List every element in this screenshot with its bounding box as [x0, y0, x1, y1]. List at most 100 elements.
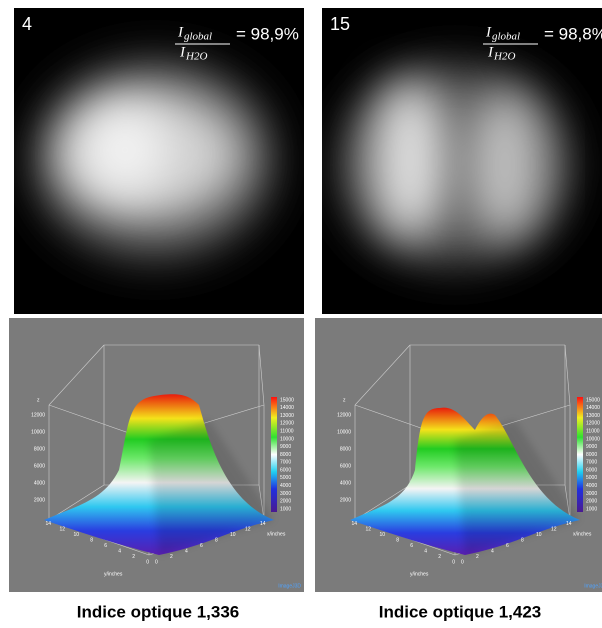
colorbar-tick-label: 3000: [280, 491, 291, 497]
x-axis-label: x/inches: [573, 531, 592, 537]
y-tick-label: 0: [146, 559, 149, 565]
colorbar-tick-label: 11000: [586, 428, 600, 434]
intensity-image: [14, 8, 304, 314]
x-tick-label: 6: [200, 543, 203, 549]
formula-denominator-sub: H2O: [185, 51, 207, 63]
colorbar-tick-label: 2000: [586, 499, 597, 505]
x-tick-label: 12: [551, 526, 557, 532]
y-axis-label: y/inches: [104, 571, 123, 577]
colorbar-tick-label: 9000: [280, 444, 291, 450]
colorbar-tick-label: 14000: [280, 405, 294, 411]
colorbar-tick-label: 6000: [280, 467, 291, 473]
y-tick-label: 12: [365, 526, 371, 532]
x-tick-label: 10: [536, 532, 542, 538]
box-edge: [354, 344, 411, 406]
x-tick-label: 14: [566, 521, 572, 527]
colorbar-tick-label: 14000: [586, 405, 600, 411]
y-tick-label: 2: [438, 554, 441, 560]
colorbar: [271, 397, 277, 512]
colorbar-tick-label: 10000: [280, 436, 294, 442]
z-tick-label: 12000: [31, 412, 45, 418]
x-tick-label: 6: [506, 543, 509, 549]
colorbar-tick-label: 3000: [586, 491, 597, 497]
colorbar-tick-label: 15000: [586, 397, 600, 403]
colorbar-tick-label: 5000: [280, 475, 291, 481]
x-tick-label: 8: [215, 537, 218, 543]
colorbar: [577, 397, 583, 512]
surface-shade: [149, 420, 274, 555]
y-tick-label: 4: [424, 548, 427, 554]
colorbar-tick-label: 2000: [280, 499, 291, 505]
colorbar-tick-label: 5000: [586, 475, 597, 481]
formula-denominator: I: [179, 44, 186, 60]
y-axis-label: y/inches: [410, 571, 429, 577]
intensity-image: [322, 8, 602, 314]
z-tick-label: 4000: [34, 480, 45, 486]
surface-plot: 1000200030004000500060007000800090001000…: [337, 344, 602, 589]
z-tick-label: 4000: [340, 480, 351, 486]
x-tick-label: 0: [155, 559, 158, 565]
x-axis-label: x/inches: [267, 531, 286, 537]
formula-numerator-sub: global: [184, 31, 212, 43]
z-axis-label: z: [343, 397, 346, 403]
box-edge: [48, 344, 105, 406]
colorbar-tick-label: 13000: [586, 413, 600, 419]
colorbar-tick-label: 7000: [586, 460, 597, 466]
x-tick-label: 8: [521, 537, 524, 543]
formula-result: = 98,9%: [236, 24, 299, 43]
colorbar-tick-label: 1000: [586, 506, 597, 512]
x-tick-label: 4: [491, 548, 494, 554]
colorbar-tick-label: 8000: [586, 452, 597, 458]
y-tick-label: 0: [452, 559, 455, 565]
colorbar-tick-label: 12000: [280, 421, 294, 427]
x-tick-label: 4: [185, 548, 188, 554]
y-tick-label: 14: [351, 521, 357, 527]
y-tick-label: 10: [379, 532, 385, 538]
z-tick-label: 2000: [34, 497, 45, 503]
y-tick-label: 2: [132, 554, 135, 560]
y-tick-label: 4: [118, 548, 121, 554]
z-tick-label: 6000: [34, 463, 45, 469]
box-edge: [48, 484, 105, 521]
formula-numerator: I: [177, 24, 184, 40]
colorbar-tick-label: 8000: [280, 452, 291, 458]
colorbar-tick-label: 10000: [586, 436, 600, 442]
z-tick-label: 12000: [337, 412, 351, 418]
colorbar-tick-label: 12000: [586, 421, 600, 427]
panel-label: 4: [22, 14, 32, 34]
formula-numerator: I: [485, 24, 492, 40]
credit: ImageJ3D: [278, 583, 301, 589]
caption: Indice optique 1,336: [77, 602, 240, 621]
colorbar-tick-label: 4000: [280, 483, 291, 489]
z-tick-label: 2000: [340, 497, 351, 503]
z-tick-label: 8000: [34, 446, 45, 452]
colorbar-tick-label: 1000: [280, 506, 291, 512]
z-tick-label: 6000: [340, 463, 351, 469]
x-tick-label: 14: [260, 521, 266, 527]
colorbar-tick-label: 6000: [586, 467, 597, 473]
z-tick-label: 8000: [340, 446, 351, 452]
colorbar-tick-label: 7000: [280, 460, 291, 466]
colorbar-tick-label: 13000: [280, 413, 294, 419]
z-tick-label: 10000: [31, 429, 45, 435]
credit: ImageJ3D: [584, 583, 602, 589]
caption: Indice optique 1,423: [379, 602, 542, 621]
y-tick-label: 8: [90, 537, 93, 543]
surface-shade: [455, 420, 580, 555]
surface-plot: 1000200030004000500060007000800090001000…: [31, 344, 301, 589]
y-tick-label: 6: [410, 543, 413, 549]
colorbar-tick-label: 11000: [280, 428, 294, 434]
y-tick-label: 14: [45, 521, 51, 527]
x-tick-label: 2: [476, 554, 479, 560]
z-tick-label: 10000: [337, 429, 351, 435]
formula-numerator-sub: global: [492, 31, 520, 43]
formula-denominator: I: [487, 44, 494, 60]
x-tick-label: 10: [230, 532, 236, 538]
colorbar-tick-label: 4000: [586, 483, 597, 489]
y-tick-label: 8: [396, 537, 399, 543]
y-tick-label: 6: [104, 543, 107, 549]
formula-denominator-sub: H2O: [493, 51, 515, 63]
